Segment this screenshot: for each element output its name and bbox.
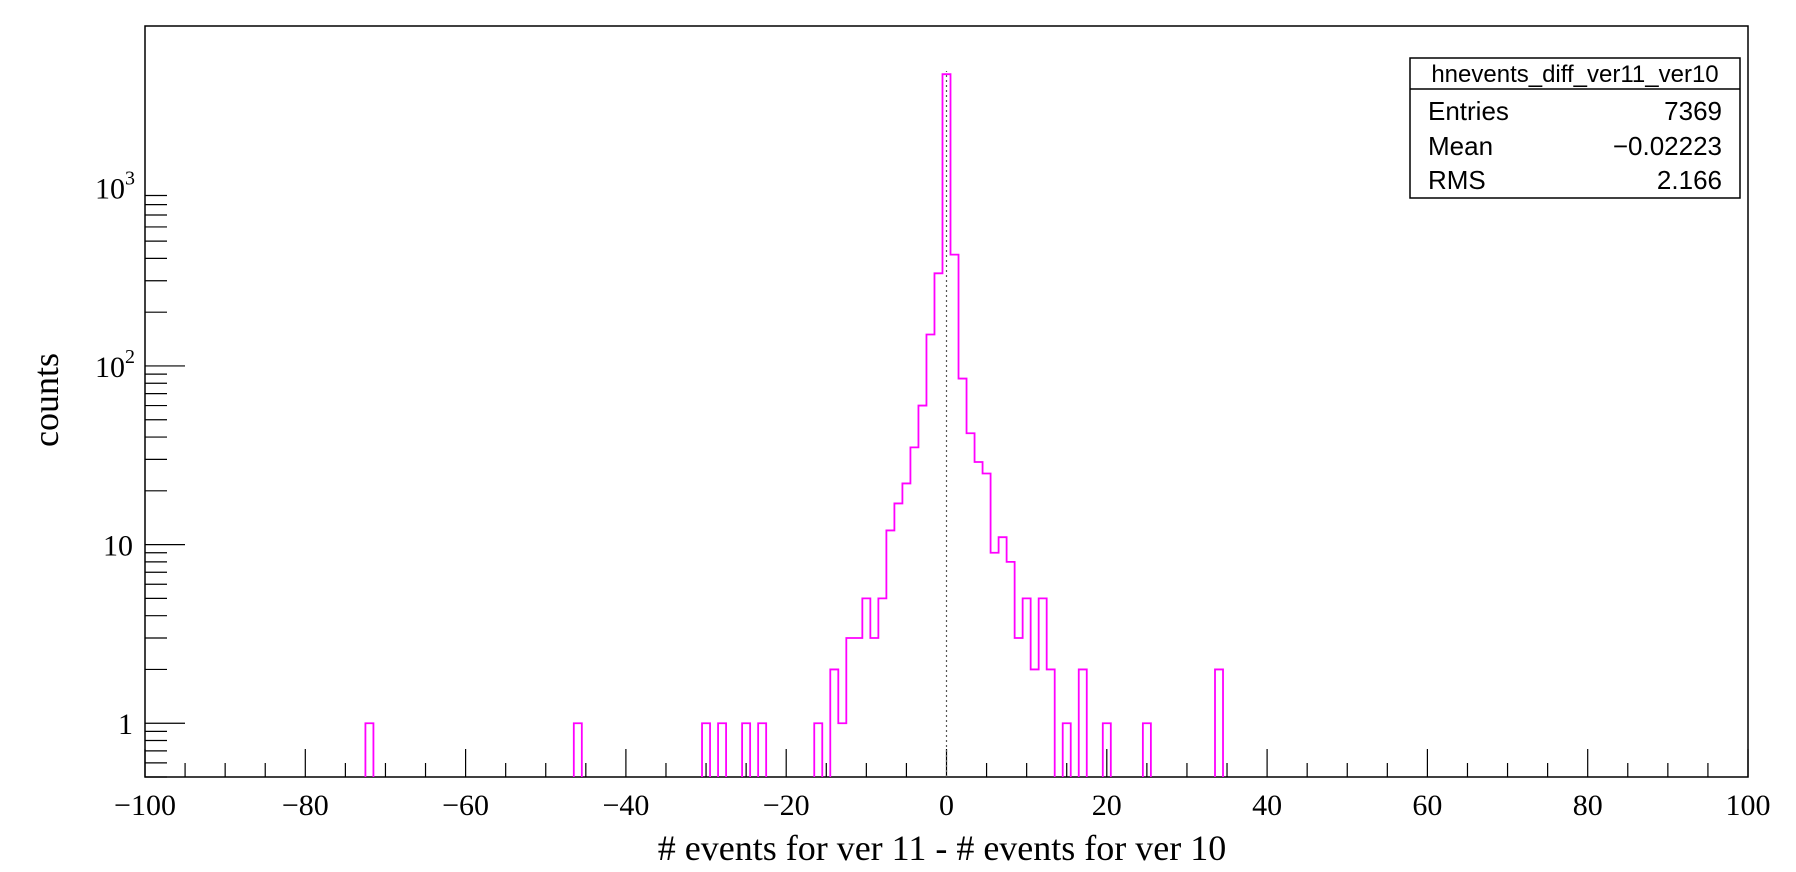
x-tick-label: 60 (1412, 789, 1442, 822)
stats-entries-value: 7369 (1664, 96, 1722, 126)
y-tick-label: 102 (95, 346, 135, 384)
stats-rms-label: RMS (1428, 165, 1486, 195)
histogram-series (364, 73, 1224, 777)
x-tick-label: −80 (282, 789, 329, 822)
stats-box-title: hnevents_diff_ver11_ver10 (1431, 61, 1718, 88)
x-tick-label: 0 (939, 789, 954, 822)
y-axis: 1 10 102 103 (95, 167, 185, 778)
x-tick-label: −60 (442, 789, 489, 822)
x-tick-label: 40 (1252, 789, 1282, 822)
x-tick-label: 80 (1573, 789, 1603, 822)
x-tick-label: −40 (602, 789, 649, 822)
stats-mean-value: −0.02223 (1613, 131, 1722, 161)
stats-rms-value: 2.166 (1657, 165, 1722, 195)
stats-box-frame (1409, 57, 1741, 199)
x-tick-label: −100 (114, 789, 176, 822)
y-axis-title: counts (26, 353, 66, 447)
y-tick-label: 1 (118, 708, 133, 741)
x-tick-label: 100 (1726, 789, 1771, 822)
x-axis-title: # events for ver 11 - # events for ver 1… (658, 828, 1226, 868)
x-tick-label: 20 (1092, 789, 1122, 822)
y-tick-label: 10 (103, 530, 133, 563)
stats-mean-label: Mean (1428, 131, 1493, 161)
x-tick-label: −20 (763, 789, 810, 822)
histogram-outline (364, 73, 1224, 777)
stats-box: hnevents_diff_ver11_ver10 Entries 7369 M… (1409, 57, 1741, 199)
x-axis: −100 −80 −60 −40 −20 0 20 40 60 80 100 (114, 749, 1771, 822)
y-tick-label: 103 (95, 167, 135, 205)
stats-entries-label: Entries (1428, 96, 1509, 126)
